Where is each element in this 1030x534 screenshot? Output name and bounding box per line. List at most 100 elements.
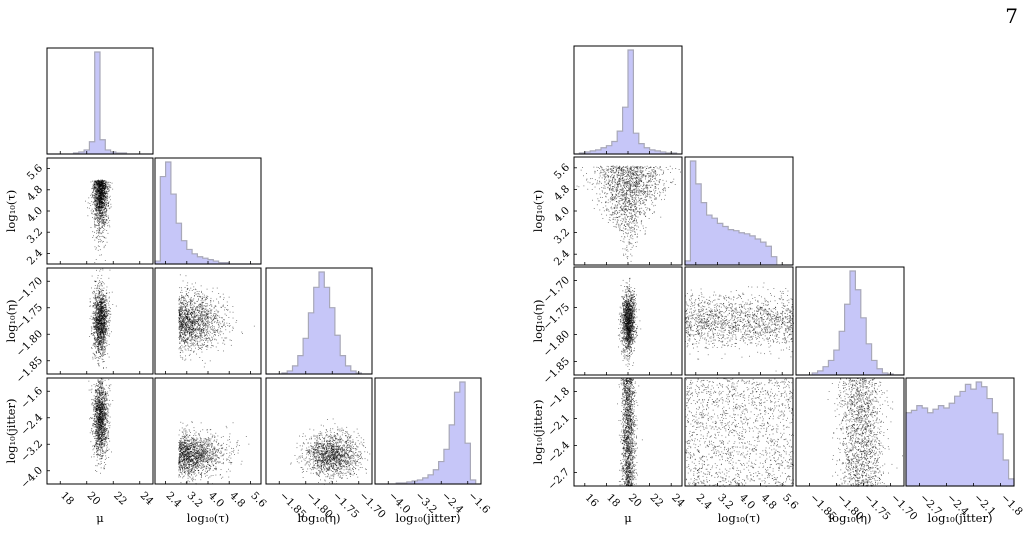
histogram-bars (154, 161, 261, 265)
x-axis-label: log₁₀(jitter) (928, 511, 993, 525)
x-axis-label: log₁₀(η) (297, 511, 340, 525)
y-tick-label: −1.85 (541, 355, 572, 386)
y-axis-label: log₁₀(τ) (531, 190, 545, 233)
histogram-panel-3-3: −4.0 −3.2 −2.4 −1.6 (374, 377, 492, 516)
panel-frame (573, 156, 683, 266)
histogram-bars (574, 49, 682, 155)
y-tick-label: 4.8 (552, 183, 572, 203)
y-tick-label: 4.8 (25, 183, 45, 203)
scatter-points (617, 378, 643, 487)
scatter-panel-2-1 (684, 266, 794, 376)
histogram-panel-3-3: −2.7 −2.4 −2.1 −1.8 (905, 377, 1025, 519)
histogram-panel-0-0 (573, 45, 683, 155)
y-tick-label: −1.85 (14, 354, 45, 385)
y-tick-label: 4.0 (25, 205, 45, 225)
x-tick-label: 4.8 (758, 492, 778, 512)
y-tick-label: −2.4 (546, 439, 573, 466)
x-tick-label: 18 (58, 490, 76, 508)
y-tick-label: −1.75 (541, 301, 572, 332)
y-tick-label: −1.70 (541, 274, 572, 305)
histogram-panel-1-1 (684, 156, 794, 266)
scatter-panel-3-2: −1.85−1.80−1.75−1.70 (795, 377, 920, 523)
x-tick-label: −1.8 (998, 492, 1025, 519)
x-tick-label: 3.2 (715, 492, 735, 512)
y-tick-label: −1.6 (19, 385, 46, 412)
histogram-bars (47, 51, 153, 155)
x-axis-label: log₁₀(η) (828, 511, 871, 525)
y-tick-label: −2.1 (546, 412, 573, 439)
y-tick-label: 2.4 (552, 248, 573, 269)
y-tick-label: 3.2 (25, 226, 45, 246)
y-axis-label: log₁₀(τ) (4, 190, 18, 233)
histogram-bars (684, 160, 793, 266)
histogram-panel-2-2 (795, 266, 905, 376)
y-tick-label: −1.80 (14, 328, 45, 359)
scatter-points (178, 274, 255, 368)
scatter-panel-3-0: 18 20 22 24 −1.6−2.4−3.2−4.0 (19, 377, 156, 508)
panel-frame (374, 377, 482, 485)
x-tick-label: 2.4 (163, 490, 184, 511)
scatter-points (617, 277, 642, 370)
y-tick-label: −2.4 (19, 411, 46, 438)
scatter-panel-3-2: −1.85−1.80−1.75−1.70 (265, 377, 388, 521)
x-tick-label: −1.70 (357, 490, 388, 521)
scatter-points (827, 378, 903, 487)
y-tick-label: −4.0 (19, 464, 46, 491)
histogram-bars (375, 381, 481, 485)
scatter-points (685, 378, 794, 487)
scatter-panel-2-1 (154, 267, 262, 375)
x-tick-label: 5.6 (248, 490, 269, 511)
x-tick-label: 24 (669, 492, 687, 510)
panel-frame (46, 47, 154, 155)
x-tick-label: 3.2 (185, 490, 205, 510)
scatter-points (89, 268, 117, 369)
panel-frame (265, 377, 373, 485)
y-tick-label: −1.75 (14, 301, 45, 332)
scatter-panel-1-0: 5.64.84.03.22.4 (25, 157, 154, 267)
y-axis-label: log₁₀(η) (4, 299, 18, 342)
y-axis-label: log₁₀(η) (531, 299, 545, 342)
x-tick-label: 18 (604, 492, 622, 510)
x-tick-label: −1.70 (888, 492, 919, 523)
scatter-panel-3-0: 16 18 20 22 24 −1.8−2.1−2.4−2.7 (546, 377, 687, 510)
y-tick-label: −1.8 (546, 385, 573, 412)
x-axis-label: log₁₀(τ) (187, 511, 230, 525)
y-tick-label: 3.2 (552, 226, 572, 246)
x-axis-label: log₁₀(τ) (718, 511, 761, 525)
y-tick-label: −2.7 (546, 466, 573, 493)
y-tick-label: −1.80 (541, 328, 572, 359)
x-tick-label: 24 (138, 490, 156, 508)
scatter-panel-2-0: −1.70−1.75−1.80−1.85 (541, 266, 683, 386)
x-tick-label: 4.8 (227, 490, 247, 510)
x-tick-label: 16 (583, 492, 601, 510)
scatter-panel-2-0: −1.70−1.75−1.80−1.85 (14, 267, 154, 386)
scatter-points (290, 418, 371, 485)
histogram-panel-1-1 (154, 157, 262, 265)
y-axis-label: log₁₀(jitter) (4, 399, 18, 464)
scatter-points (85, 179, 114, 263)
scatter-panel-3-1: 2.4 3.2 4.0 4.8 5.6 (154, 377, 269, 511)
x-tick-label: 20 (85, 490, 103, 508)
panel-frame (265, 267, 373, 375)
scatter-points (576, 165, 681, 262)
scatter-points (685, 282, 794, 372)
y-tick-label: −3.2 (19, 438, 46, 465)
scatter-points (88, 378, 114, 474)
x-axis-label: log₁₀(jitter) (396, 511, 461, 525)
panel-frame (154, 377, 262, 485)
histogram-panel-2-2 (265, 267, 373, 375)
x-tick-label: 5.6 (780, 492, 801, 513)
page-number: 7 (1005, 4, 1018, 28)
panel-frame (46, 267, 154, 375)
y-tick-label: −1.70 (14, 275, 45, 306)
histogram-bars (905, 381, 1015, 487)
y-tick-label: 4.0 (552, 205, 572, 225)
panel-frame (795, 377, 905, 487)
panel-frame (795, 266, 905, 376)
x-tick-label: 4.0 (206, 490, 226, 510)
histogram-panel-0-0 (46, 47, 154, 155)
scatter-panel-3-1: 2.4 3.2 4.0 4.8 5.6 (684, 377, 801, 513)
histogram-bars (266, 271, 372, 375)
